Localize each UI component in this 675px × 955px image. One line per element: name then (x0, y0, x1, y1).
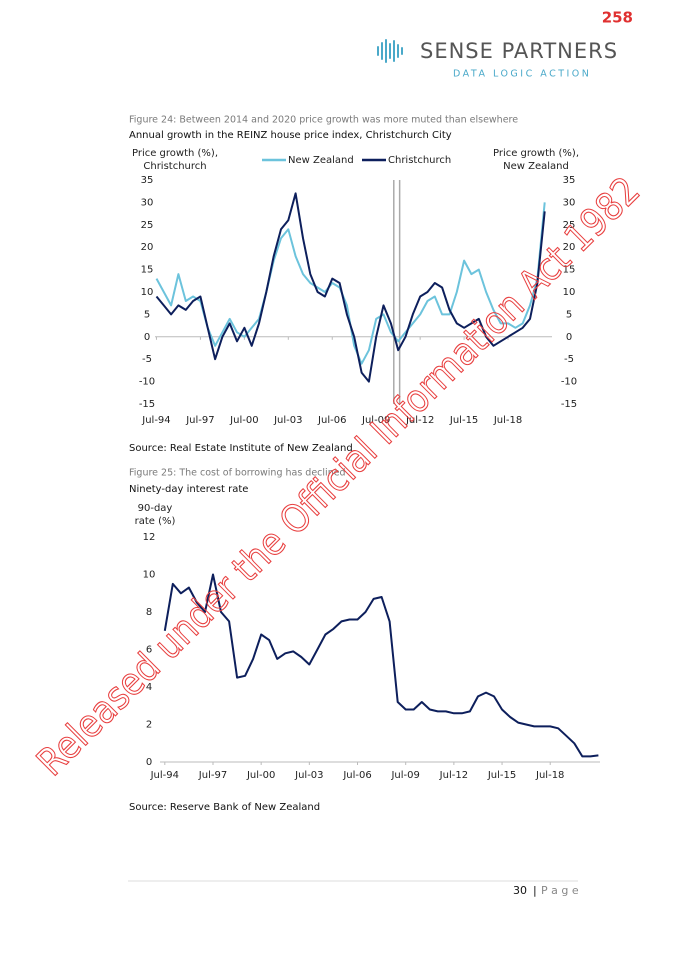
y2-tick-label: -15 (561, 399, 577, 410)
x-tick-label: Jul-94 (141, 415, 170, 426)
x-tick-label: Jul-12 (439, 770, 468, 781)
y2-tick-label: -10 (561, 377, 577, 388)
x-tick-label: Jul-00 (229, 415, 258, 426)
y-tick-label: 10 (141, 287, 154, 298)
logo-tagline: DATA LOGIC ACTION (453, 69, 591, 80)
y-tick-label: 6 (146, 645, 152, 656)
y2-tick-label: 5 (566, 309, 572, 320)
x-tick-label: Jul-94 (150, 770, 179, 781)
y-tick-label: -15 (139, 399, 155, 410)
x-tick-label: Jul-15 (449, 415, 478, 426)
y-tick-label: 25 (141, 220, 154, 231)
y2-axis-label: New Zealand (503, 161, 569, 172)
y2-tick-label: 25 (563, 220, 576, 231)
x-tick-label: Jul-06 (342, 770, 371, 781)
figure-source: Source: Reserve Bank of New Zealand (129, 802, 320, 813)
y-tick-label: 0 (146, 757, 152, 768)
figure-source: Source: Real Estate Institute of New Zea… (129, 443, 353, 454)
watermark: Released under the Official Information … (28, 168, 648, 784)
stamp: 258 (602, 9, 633, 27)
x-tick-label: Jul-15 (487, 770, 516, 781)
y2-tick-label: -5 (564, 354, 574, 365)
x-tick-label: Jul-18 (535, 770, 564, 781)
x-tick-label: Jul-12 (405, 415, 434, 426)
logo-icon (377, 39, 403, 63)
x-tick-label: Jul-09 (390, 770, 419, 781)
y-tick-label: 2 (146, 720, 152, 731)
y-tick-label: 8 (146, 607, 152, 618)
y-tick-label: 15 (141, 265, 154, 276)
series-line (155, 192, 546, 383)
y-tick-label: 30 (141, 197, 154, 208)
x-tick-label: Jul-03 (273, 415, 302, 426)
y-tick-label: 0 (144, 332, 150, 343)
figure-caption: Figure 25: The cost of borrowing has dec… (129, 468, 346, 479)
y-tick-label: 35 (141, 175, 154, 186)
footer-page: 30 (513, 884, 527, 897)
x-tick-label: Jul-97 (185, 415, 214, 426)
y2-tick-label: 35 (563, 175, 576, 186)
legend-label: New Zealand (288, 155, 354, 166)
y-tick-label: 10 (143, 570, 156, 581)
y2-tick-label: 15 (563, 265, 576, 276)
y-tick-label: -5 (142, 354, 152, 365)
x-tick-label: Jul-00 (246, 770, 275, 781)
x-tick-label: Jul-03 (294, 770, 323, 781)
x-tick-label: Jul-09 (361, 415, 390, 426)
x-tick-label: Jul-06 (317, 415, 346, 426)
footer-label: P a g e (541, 884, 579, 897)
figure-caption: Figure 24: Between 2014 and 2020 price g… (129, 115, 518, 126)
y-axis-label: rate (%) (135, 516, 176, 527)
y2-tick-label: 20 (563, 242, 576, 253)
y-axis-label: Christchurch (143, 161, 206, 172)
figure-subtitle: Ninety-day interest rate (129, 484, 248, 495)
y2-tick-label: 10 (563, 287, 576, 298)
y-axis-label: Price growth (%), (132, 148, 218, 159)
series-line (163, 573, 599, 758)
x-tick-label: Jul-18 (493, 415, 522, 426)
y-tick-label: 4 (146, 682, 152, 693)
legend-label: Christchurch (388, 155, 451, 166)
figure-subtitle: Annual growth in the REINZ house price i… (129, 130, 452, 141)
footer-sep: | (533, 884, 537, 897)
x-tick-label: Jul-97 (198, 770, 227, 781)
y-tick-label: 12 (143, 532, 156, 543)
y2-axis-label: Price growth (%), (493, 148, 579, 159)
y-axis-label: 90-day (138, 503, 173, 514)
logo-name: SENSE PARTNERS (420, 39, 618, 63)
y-tick-label: -10 (139, 377, 155, 388)
y-tick-label: 5 (144, 309, 150, 320)
y-tick-label: 20 (141, 242, 154, 253)
y2-tick-label: 30 (563, 197, 576, 208)
y2-tick-label: 0 (566, 332, 572, 343)
